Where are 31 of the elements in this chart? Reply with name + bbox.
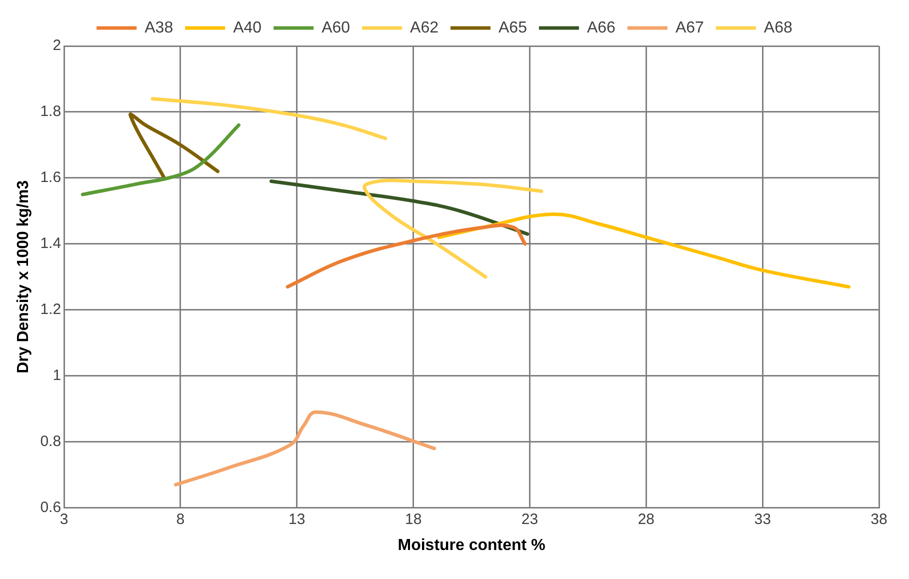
x-tick-label: 13: [288, 510, 306, 528]
legend-label: A67: [675, 19, 704, 36]
x-tick-label: 3: [60, 510, 68, 528]
x-tick-label: 38: [870, 510, 888, 528]
y-tick-label: 1: [52, 367, 62, 384]
legend-label: A60: [322, 19, 350, 36]
x-tick-label: 8: [176, 510, 185, 528]
legend-label: A68: [764, 19, 792, 36]
x-tick-label: 18: [404, 510, 422, 528]
legend-label: A38: [144, 19, 174, 36]
y-tick-label: 2: [52, 37, 62, 54]
y-axis-title: Dry Density x 1000 kg/m3: [15, 180, 32, 374]
y-tick-label: 0.6: [40, 498, 62, 516]
x-tick-label: 33: [754, 510, 771, 528]
y-tick-label: 1.2: [40, 301, 62, 318]
legend-label: A40: [233, 19, 262, 36]
line-series: [174, 410, 436, 486]
line-series: [150, 97, 388, 140]
x-axis-title: Moisture content %: [398, 536, 546, 554]
x-tick-label: 23: [521, 510, 538, 528]
y-tick-label: 1.6: [40, 169, 62, 186]
y-tick-label: 1.4: [40, 235, 62, 252]
line-series: [80, 123, 240, 196]
y-tick-label: 1.8: [40, 103, 62, 120]
x-tick-label: 28: [638, 510, 654, 528]
legend-label: A65: [498, 19, 528, 36]
legend-label: A66: [586, 19, 616, 36]
line-series: [128, 112, 220, 180]
line-series: [362, 178, 544, 279]
y-tick-label: 0.8: [40, 432, 62, 450]
legend-label: A62: [410, 19, 439, 36]
